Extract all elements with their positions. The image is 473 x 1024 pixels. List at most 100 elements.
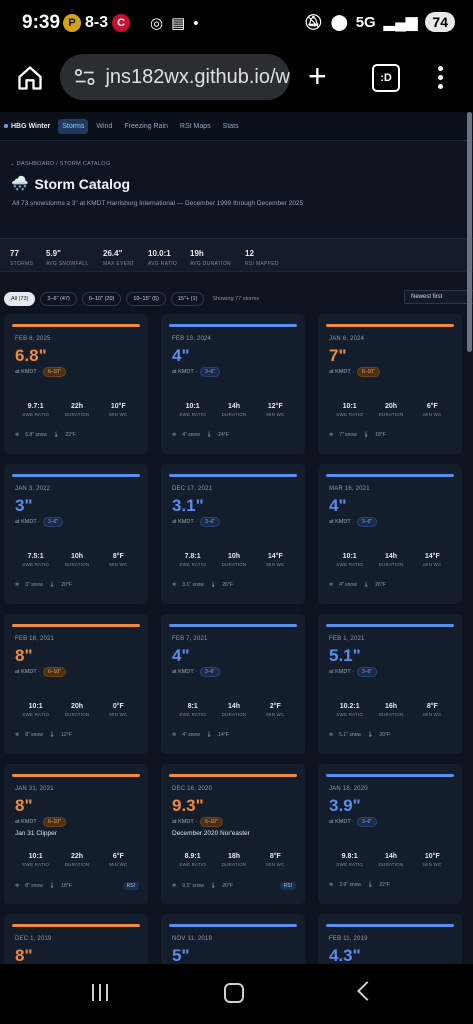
nav-link-freezing-rain[interactable]: Freezing Rain <box>124 122 168 130</box>
system-nav-bar <box>0 964 473 1024</box>
metric-label: DURATION <box>64 862 90 867</box>
site-brand[interactable]: HBG Winter <box>4 123 50 130</box>
metric-value: 6°F <box>426 403 438 410</box>
storm-date: DEC 16, 2020 <box>172 786 213 792</box>
location-text: at KMDT · <box>172 519 197 525</box>
filter-6-10[interactable]: 6–10" (20) <box>81 292 122 306</box>
metric-value: 20h <box>70 703 84 710</box>
snowflake-icon: ❄ <box>329 732 334 738</box>
stat-avg-snowfall: 5.9" AVG SNOWFALL <box>46 249 88 267</box>
url-text: jns182wx.github.io/w <box>105 65 290 88</box>
metric-label: MIN WC <box>266 712 285 717</box>
temp-value: 24°F <box>218 432 229 438</box>
snow-total: 3.1" snow <box>182 582 204 588</box>
nav-link-wind[interactable]: Wind <box>96 122 113 130</box>
rsi-badge[interactable]: RSI <box>279 882 296 890</box>
address-bar[interactable]: jns182wx.github.io/w <box>60 54 290 100</box>
storm-card[interactable]: MAR 16, 2021 4" at KMDT · 3–6" 10:1 SWE RATIO… <box>318 464 462 604</box>
storm-date: JAN 31, 2021 <box>15 786 54 792</box>
nav-link-stats[interactable]: Stats <box>222 122 239 130</box>
storm-footer: ❄ 3.9" snow 🌡︎ 22°F <box>329 882 453 888</box>
storm-footer: ❄ 6.8" snow 🌡︎ 22°F <box>15 432 139 438</box>
storm-amount: 3.9" <box>329 796 361 815</box>
storm-metrics: 10:1 SWE RATIO 20h DURATION 0°F MIN WC <box>15 703 139 717</box>
metric-value: 10.2:1 <box>339 703 360 710</box>
storm-card[interactable]: JAN 18, 2020 3.9" at KMDT · 3–6" 9.8:1 SWE RA… <box>318 764 462 904</box>
recent-apps-icon[interactable] <box>92 984 108 1001</box>
storm-location: at KMDT · 3–6" <box>172 667 221 677</box>
metric-duration: 10h DURATION <box>213 553 254 567</box>
thermometer-icon: 🌡︎ <box>48 582 56 588</box>
metric-ratio: 7.5:1 SWE RATIO <box>15 553 56 567</box>
storm-location: at KMDT · 3–6" <box>329 817 378 827</box>
snowflake-icon: ❄ <box>172 732 177 738</box>
battery-level: 74 <box>425 12 455 32</box>
scrollbar-thumb[interactable] <box>467 112 472 352</box>
back-icon[interactable] <box>357 981 377 1001</box>
storm-amount: 9.3" <box>172 796 204 815</box>
home-nav-icon[interactable] <box>224 983 244 1003</box>
storm-date: FEB 18, 2021 <box>15 636 55 642</box>
storm-card[interactable]: JAN 31, 2021 8" at KMDT · 6–10" Jan 31 Clipp… <box>4 764 148 904</box>
storm-date: FEB 6, 2025 <box>15 336 51 342</box>
snowflake-icon: ❄ <box>15 732 20 738</box>
storm-amount: 4" <box>172 346 190 365</box>
nav-link-rsi-maps[interactable]: RSI Maps <box>179 122 211 130</box>
storm-card[interactable]: DEC 16, 2020 9.3" at KMDT · 6–10" December 2… <box>161 764 305 904</box>
snowflake-icon: ❄ <box>15 582 20 588</box>
filter-3-6[interactable]: 3–6" (47) <box>40 292 77 306</box>
stat-label: AVG SNOWFALL <box>46 261 89 267</box>
thermometer-icon: 🌡︎ <box>48 883 56 889</box>
metric-ratio: 10:1 SWE RATIO <box>172 403 213 417</box>
rsi-badge[interactable]: RSI <box>122 882 139 890</box>
storm-card[interactable]: FEB 18, 2021 8" at KMDT · 6–10" 10:1 SWE RATI… <box>4 614 148 754</box>
filter-all[interactable]: All (73) <box>4 292 36 306</box>
storm-card[interactable]: FEB 1, 2021 5.1" at KMDT · 3–6" 10.2:1 SWE RA… <box>318 614 462 754</box>
snowflake-icon: ❄ <box>172 883 177 889</box>
site-settings-icon[interactable] <box>74 67 95 87</box>
metric-value: 14°F <box>267 553 283 560</box>
breadcrumb[interactable]: ⌄ DASHBOARD / STORM CATALOG <box>10 161 111 167</box>
metric-value: 6°F <box>112 853 124 860</box>
metric-duration: 14h DURATION <box>213 403 254 417</box>
storm-date: DEC 1, 2019 <box>15 936 52 942</box>
storm-card[interactable]: FEB 13, 2024 4" at KMDT · 3–6" 10:1 SWE RATIO… <box>161 314 305 454</box>
storm-footer: ❄ 9.3" snow 🌡︎ 20°F RSI <box>172 882 296 890</box>
snowflake-icon: ❄ <box>172 432 177 438</box>
filter-10-15[interactable]: 10–15" (5) <box>126 292 166 306</box>
home-icon[interactable] <box>16 64 44 92</box>
metric-value: 7.8:1 <box>184 553 201 560</box>
storm-card[interactable]: FEB 7, 2021 4" at KMDT · 3–6" 8:1 SWE RATIO 14… <box>161 614 305 754</box>
sort-select[interactable]: Newest first <box>404 290 473 304</box>
storm-card[interactable]: JAN 6, 2024 7" at KMDT · 6–10" 10:1 SWE RATIO… <box>318 314 462 454</box>
metric-value: 10°F <box>110 403 126 410</box>
storm-card[interactable]: FEB 6, 2025 6.8" at KMDT · 6–10" 9.7:1 SWE RA… <box>4 314 148 454</box>
snow-total: 9.3" snow <box>182 883 204 889</box>
storm-amount: 5.1" <box>329 646 361 665</box>
tab-switcher-button[interactable]: :D <box>372 64 400 92</box>
new-tab-icon[interactable]: + <box>308 58 327 94</box>
metric-label: DURATION <box>64 562 90 567</box>
score-text: 8-3 <box>85 14 109 31</box>
storm-location: at KMDT · 6–10" <box>172 817 223 827</box>
card-accent-bar <box>12 774 140 777</box>
location-text: at KMDT · <box>15 669 40 675</box>
storm-card[interactable]: JAN 3, 2022 3" at KMDT · 3–6" 7.5:1 SWE RATIO… <box>4 464 148 604</box>
stat-label: AVG RATIO <box>148 261 178 267</box>
temp-value: 26°F <box>375 582 386 588</box>
metric-value: 22h <box>70 853 84 860</box>
nav-link-storms[interactable]: Storms <box>58 118 89 134</box>
filter-15-plus[interactable]: 15"+ (1) <box>170 292 205 306</box>
news-icon: ▤ <box>171 15 186 32</box>
metric-label: SWE RATIO <box>22 712 50 717</box>
metric-minwc: 6°F MIN WC <box>98 853 139 867</box>
metric-value: 7.5:1 <box>27 553 44 560</box>
metric-value: 16h <box>384 703 398 710</box>
more-menu-icon[interactable] <box>438 66 444 93</box>
page-subtitle: All 73 snowstorms ≥ 3" at KMDT Harrisbur… <box>12 200 304 207</box>
metric-duration: 14h DURATION <box>370 553 411 567</box>
storm-card[interactable]: DEC 17, 2021 3.1" at KMDT · 3–6" 7.8:1 SWE RA… <box>161 464 305 604</box>
